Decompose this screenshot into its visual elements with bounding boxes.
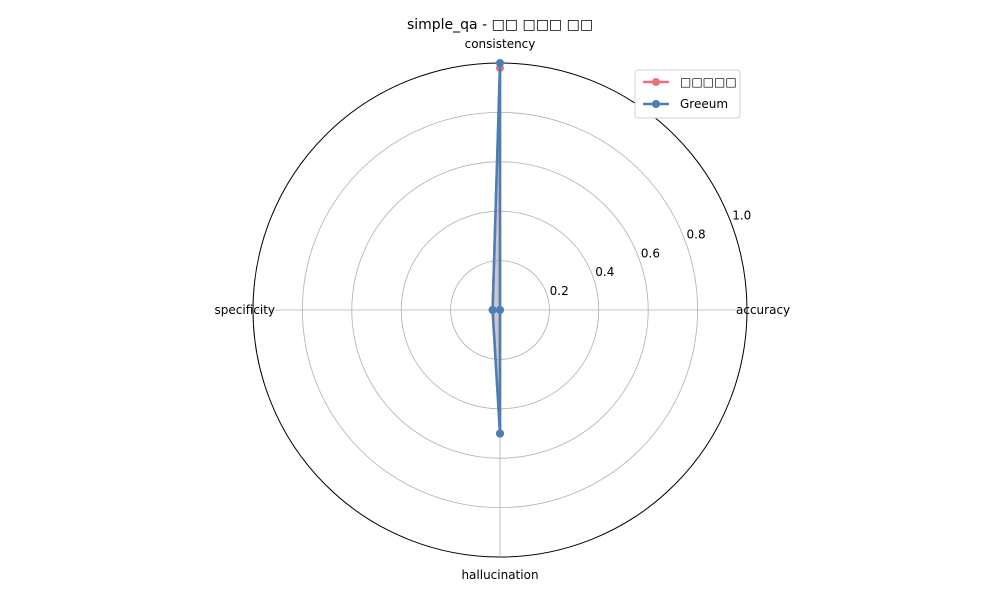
radial-tick-label: 0.8: [687, 227, 706, 241]
legend-label-series-1: □□□□□: [680, 75, 737, 89]
series-layer: [488, 59, 504, 438]
axis-label-hallucination: hallucination: [461, 568, 538, 582]
legend: □□□□□ Greeum: [634, 69, 741, 119]
radial-tick-label: 0.2: [550, 284, 569, 298]
axis-label-specificity: specificity: [215, 303, 275, 317]
legend-marker-series-1: [652, 78, 660, 86]
series-point-2: [496, 306, 504, 314]
axis-label-accuracy: accuracy: [736, 303, 790, 317]
radial-tick-label: 1.0: [732, 208, 751, 222]
series-point-2: [496, 59, 504, 67]
legend-marker-series-2: [652, 100, 660, 108]
chart-title: simple_qa - □□ □□□ □□: [407, 17, 593, 33]
legend-label-series-2: Greeum: [680, 97, 728, 111]
radial-tick-label: 0.6: [641, 246, 660, 260]
axis-labels: accuracy consistency specificity hallucinat…: [215, 37, 791, 582]
radial-tick-label: 0.4: [595, 265, 614, 279]
series-point-2: [496, 429, 504, 438]
series-point-2: [488, 306, 497, 314]
axis-label-consistency: consistency: [465, 37, 536, 51]
